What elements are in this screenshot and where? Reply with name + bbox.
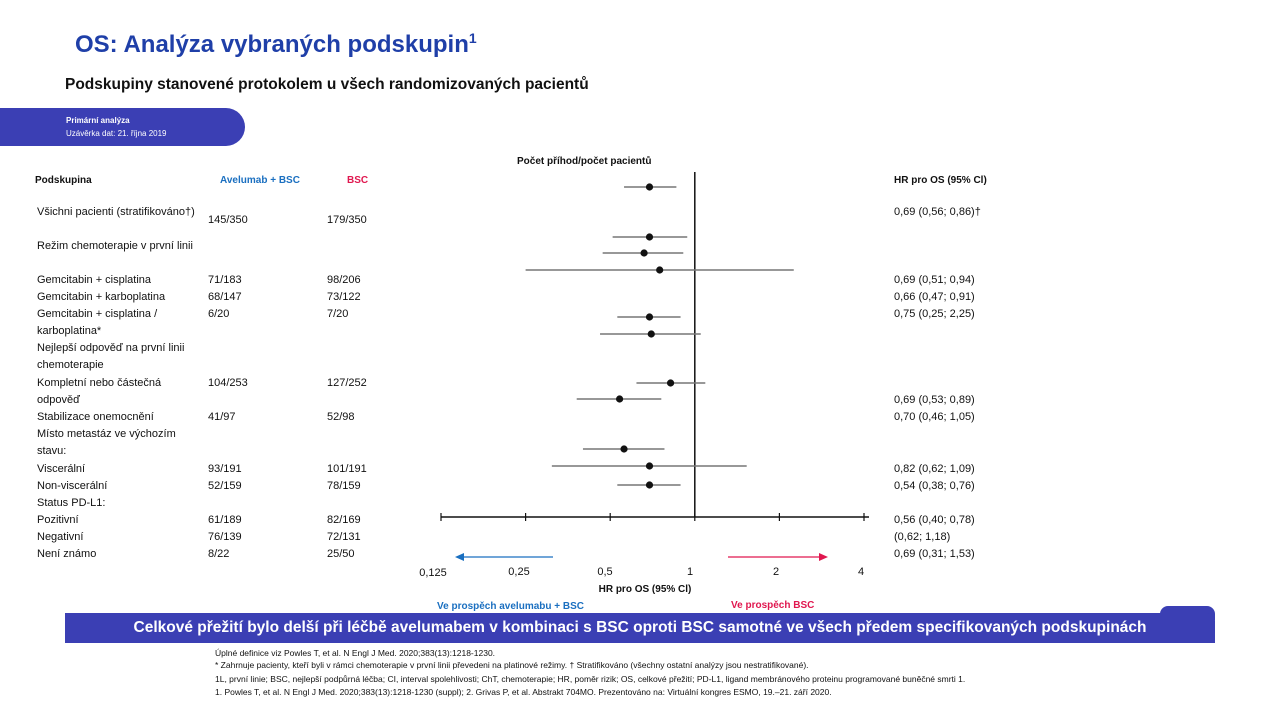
hr-point	[645, 481, 654, 489]
arrow-left-head	[455, 553, 464, 561]
hr-point	[645, 233, 654, 241]
hr-value: 0,56 (0,40; 0,78)	[894, 514, 975, 526]
hr-point	[647, 330, 655, 338]
bsc-count: 72/131	[327, 531, 361, 543]
bsc-count: 25/50	[327, 548, 355, 560]
hr-point	[645, 313, 654, 321]
subgroup-label: Gemcitabin + cisplatina	[37, 274, 152, 286]
subgroup-label: Pozitivní	[37, 514, 79, 526]
hr-value: 0,75 (0,25; 2,25)	[894, 308, 975, 320]
header-hr: HR pro OS (95% Cl)	[894, 175, 987, 186]
footnote: 1. Powles T, et al. N Engl J Med. 2020;3…	[215, 687, 832, 697]
subgroup-label: Místo metastáz ve výchozím stavu:	[37, 428, 176, 457]
favor-bsc-label: Ve prospěch BSC	[731, 600, 815, 611]
avelumab-count: 93/191	[208, 463, 242, 475]
hr-point	[615, 395, 624, 403]
subgroup-label: Kompletní nebo částečná odpověď	[37, 377, 162, 406]
footnote: 1L, první linie; BSC, nejlepší podpůrná …	[215, 674, 966, 684]
header-avelumab: Avelumab + BSC	[220, 175, 300, 186]
hr-value: 0,82 (0,62; 1,09)	[894, 463, 975, 475]
avelumab-count: 61/189	[208, 514, 242, 526]
subgroup-label: Gemcitabin + karboplatina	[37, 291, 166, 303]
subgroup-label: Stabilizace onemocnění	[37, 411, 154, 423]
tick-label: 4	[857, 566, 865, 578]
avelumab-count: 104/253	[208, 377, 248, 389]
footnote: * Zahrnuje pacienty, kteří byli v rámci …	[215, 660, 809, 670]
hr-point	[645, 462, 654, 470]
bsc-count: 52/98	[327, 411, 355, 423]
hr-value: 0,66 (0,47; 0,91)	[894, 291, 975, 303]
bsc-count: 101/191	[327, 463, 367, 475]
hr-point	[645, 183, 654, 191]
hr-value: 0,69 (0,56; 0,86)†	[894, 206, 981, 218]
slide-subtitle: Podskupiny stanovené protokolem u všech …	[65, 76, 589, 93]
tick-label: 2	[772, 566, 780, 578]
bsc-count: 7/20	[327, 308, 349, 320]
hr-point	[640, 249, 648, 257]
subgroup-label: Gemcitabin + cisplatina / karboplatina*	[37, 308, 158, 337]
avelumab-count: 52/159	[208, 480, 242, 492]
avelumab-count: 76/139	[208, 531, 242, 543]
hr-value: 0,54 (0,38; 0,76)	[894, 480, 975, 492]
badge-line-1: Primární analýza	[66, 116, 130, 125]
subgroup-label: Viscerální	[37, 463, 86, 475]
badge-line-2: Uzávěrka dat: 21. října 2019	[66, 129, 167, 138]
tick-label: 1	[686, 566, 694, 578]
hr-value: (0,62; 1,18)	[894, 531, 951, 543]
avelumab-count: 68/147	[208, 291, 242, 303]
hr-point	[666, 379, 675, 387]
subgroup-label: Není známo	[37, 548, 97, 560]
title-reference: 1	[468, 30, 477, 46]
hr-point	[620, 445, 628, 453]
bsc-count: 73/122	[327, 291, 361, 303]
hr-value: 0,70 (0,46; 1,05)	[894, 411, 975, 423]
favor-avelumab-label: Ve prospěch avelumabu + BSC	[437, 601, 584, 612]
conclusion-banner: Celkové přežití bylo delší při léčbě ave…	[65, 613, 1215, 643]
hr-value: 0,69 (0,53; 0,89)	[894, 394, 975, 406]
bsc-count: 82/169	[327, 514, 361, 526]
subgroup-label: Všichni pacienti (stratifikováno†)	[37, 206, 195, 218]
hr-value: 0,69 (0,51; 0,94)	[894, 274, 975, 286]
analysis-badge: Primární analýza Uzávěrka dat: 21. října…	[0, 108, 245, 146]
tick-label: 0,125	[419, 567, 447, 579]
header-subgroup: Podskupina	[35, 175, 92, 186]
footnote: Úplné definice viz Powles T, et al. N En…	[215, 648, 496, 658]
subgroup-label: Negativní	[37, 531, 84, 543]
x-axis-title: HR pro OS (95% Cl)	[598, 584, 692, 595]
tick-label: 0,25	[508, 566, 530, 578]
hr-value: 0,69 (0,31; 1,53)	[894, 548, 975, 560]
avelumab-count: 41/97	[208, 411, 236, 423]
subgroup-label: Non-viscerální	[37, 480, 108, 492]
hr-point	[656, 266, 664, 274]
bsc-count: 127/252	[327, 377, 367, 389]
bsc-count: 179/350	[327, 214, 367, 226]
avelumab-count: 71/183	[208, 274, 242, 286]
tick-label: 0,5	[597, 566, 613, 578]
avelumab-count: 6/20	[208, 308, 230, 320]
bsc-count: 98/206	[327, 274, 361, 286]
header-events: Počet příhod/počet pacientů	[517, 156, 652, 167]
avelumab-count: 145/350	[208, 214, 248, 226]
bsc-count: 78/159	[327, 480, 361, 492]
header-bsc: BSC	[347, 175, 369, 186]
avelumab-count: 8/22	[208, 548, 230, 560]
slide-title: OS: Analýza vybraných podskupin1	[75, 30, 477, 58]
arrow-right-head	[819, 553, 828, 561]
subgroup-label: Status PD-L1:	[37, 497, 106, 509]
subgroup-label: Režim chemoterapie v první linii	[37, 240, 193, 252]
subgroup-label: Nejlepší odpověď na první linii chemoter…	[37, 342, 185, 371]
